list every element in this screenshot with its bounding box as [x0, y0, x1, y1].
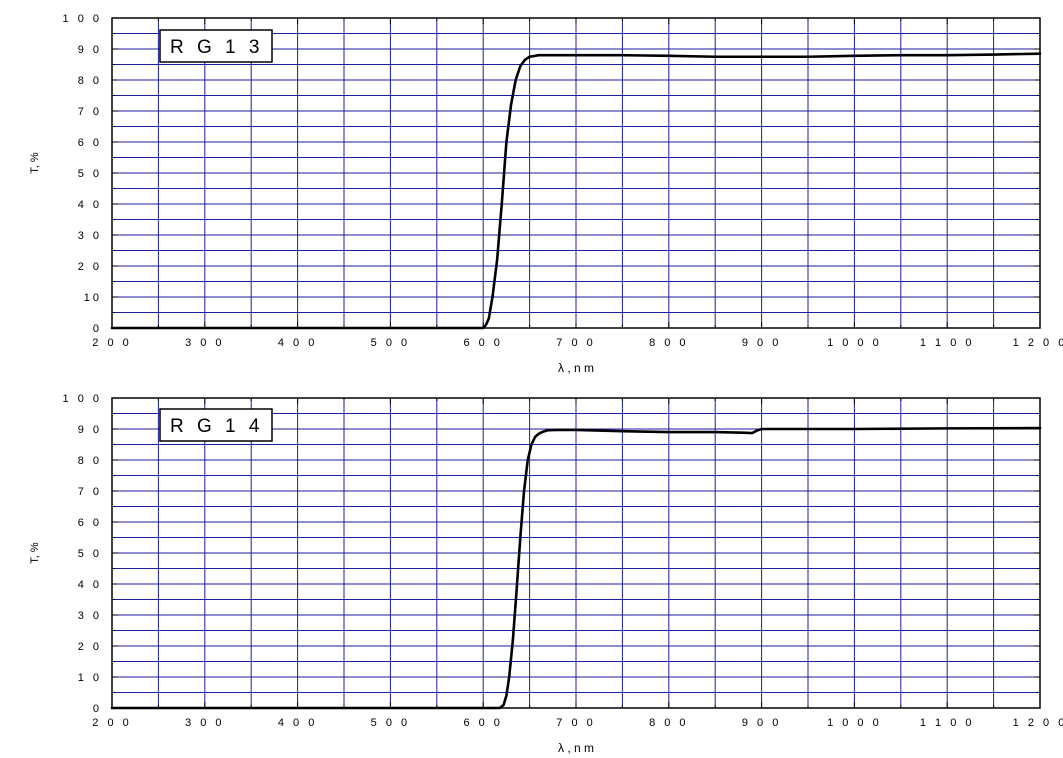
x-tick-label: 9 0 0: [742, 717, 781, 729]
plot-frame: [111, 397, 1041, 709]
x-tick-label: 6 0 0: [463, 717, 502, 729]
y-tick-label: 10: [84, 292, 102, 304]
x-tick-label: 7 0 0: [556, 717, 595, 729]
x-tick-label: 1 2 0 0: [1013, 337, 1063, 349]
plot-frame: [111, 17, 1041, 329]
y-tick-label: 2 0: [78, 641, 102, 653]
y-tick-label: 9 0: [78, 44, 102, 56]
x-tick-label: 9 0 0: [742, 337, 781, 349]
legend-box: [159, 29, 273, 63]
chart-panel-rg13: 2 0 0 3 0 0 4 0 0 5 0 0 6 0 0 7 0 0 8 0 0 9 0 0…: [29, 13, 1063, 375]
legend-box: [159, 408, 273, 442]
x-axis-label: λ , n m: [558, 361, 594, 375]
x-tick-label: 1 2 0 0: [1013, 717, 1063, 729]
y-tick-label: 1 0 0: [63, 13, 102, 25]
legend-label: R G 1 3: [170, 37, 263, 58]
x-tick-label: 1 0 0 0: [827, 717, 882, 729]
y-tick-label: 1 0 0: [63, 393, 102, 405]
x-tick-label: 1 1 0 0: [920, 337, 975, 349]
y-tick-label: 0: [93, 323, 102, 335]
x-tick-label: 5 0 0: [371, 717, 410, 729]
y-tick-label: 5 0: [78, 168, 102, 180]
y-tick-label: 8 0: [78, 75, 102, 87]
series-line-1: [110, 426, 1042, 710]
x-tick-label: 4 0 0: [278, 717, 317, 729]
x-tick-label: 3 0 0: [185, 717, 224, 729]
x-tick-label: 7 0 0: [556, 337, 595, 349]
x-tick-label: 1 0 0 0: [827, 337, 882, 349]
legend: R G 1 3: [159, 29, 273, 63]
x-tick-label: 5 0 0: [371, 337, 410, 349]
y-tick-label: 9 0: [78, 424, 102, 436]
legend-label: R G 1 4: [170, 416, 263, 437]
y-tick-label: 0: [93, 703, 102, 715]
y-tick-label: 5 0: [78, 548, 102, 560]
chart-panel-rg14: 2 0 0 3 0 0 4 0 0 5 0 0 6 0 0 7 0 0 8 0 0 9 0 0…: [29, 393, 1063, 755]
y-tick-label: 8 0: [78, 455, 102, 467]
y-tick-label: 7 0: [78, 106, 102, 118]
y-axis-label: T, %: [29, 152, 41, 174]
x-tick-label: 4 0 0: [278, 337, 317, 349]
x-tick-label: 2 0 0: [92, 337, 131, 349]
x-tick-label: 2 0 0: [92, 717, 131, 729]
y-tick-label: 6 0: [78, 517, 102, 529]
y-tick-label: 4 0: [78, 579, 102, 591]
y-tick-label: 6 0: [78, 137, 102, 149]
y-tick-label: 2 0: [78, 261, 102, 273]
legend: R G 1 4: [159, 408, 273, 442]
grid: [112, 18, 1040, 328]
series-line-1: [110, 52, 1042, 330]
x-tick-label: 8 0 0: [649, 717, 688, 729]
y-axis-label: T, %: [29, 542, 41, 564]
x-tick-label: 6 0 0: [463, 337, 502, 349]
x-tick-label: 8 0 0: [649, 337, 688, 349]
y-tick-label: 1 0: [78, 672, 102, 684]
y-tick-label: 7 0: [78, 486, 102, 498]
y-tick-label: 4 0: [78, 199, 102, 211]
x-tick-label: 1 1 0 0: [920, 717, 975, 729]
grid: [112, 398, 1040, 708]
y-tick-label: 3 0: [78, 230, 102, 242]
y-tick-label: 3 0: [78, 610, 102, 622]
x-axis-label: λ , n m: [558, 741, 594, 755]
x-tick-label: 3 0 0: [185, 337, 224, 349]
